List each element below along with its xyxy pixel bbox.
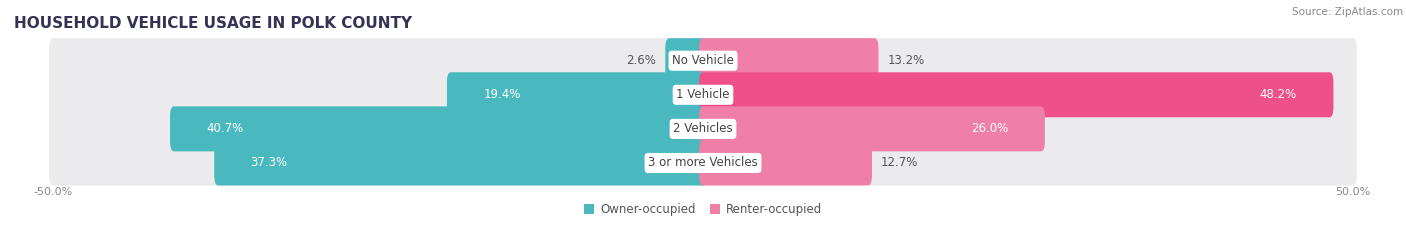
Text: 13.2%: 13.2%	[887, 54, 925, 67]
Text: 48.2%: 48.2%	[1260, 88, 1298, 101]
FancyBboxPatch shape	[214, 140, 707, 185]
FancyBboxPatch shape	[699, 106, 1045, 151]
Text: 3 or more Vehicles: 3 or more Vehicles	[648, 157, 758, 169]
Text: HOUSEHOLD VEHICLE USAGE IN POLK COUNTY: HOUSEHOLD VEHICLE USAGE IN POLK COUNTY	[14, 16, 412, 31]
FancyBboxPatch shape	[49, 140, 1357, 185]
Text: 12.7%: 12.7%	[882, 157, 918, 169]
Text: No Vehicle: No Vehicle	[672, 54, 734, 67]
FancyBboxPatch shape	[49, 72, 1357, 117]
Text: 37.3%: 37.3%	[250, 157, 288, 169]
Text: 2 Vehicles: 2 Vehicles	[673, 122, 733, 135]
Text: 2.6%: 2.6%	[626, 54, 657, 67]
Text: 40.7%: 40.7%	[207, 122, 243, 135]
FancyBboxPatch shape	[49, 38, 1357, 83]
Text: Source: ZipAtlas.com: Source: ZipAtlas.com	[1292, 7, 1403, 17]
FancyBboxPatch shape	[49, 106, 1357, 151]
Text: 19.4%: 19.4%	[484, 88, 520, 101]
FancyBboxPatch shape	[699, 72, 1333, 117]
Text: 1 Vehicle: 1 Vehicle	[676, 88, 730, 101]
Legend: Owner-occupied, Renter-occupied: Owner-occupied, Renter-occupied	[579, 198, 827, 221]
FancyBboxPatch shape	[699, 38, 879, 83]
FancyBboxPatch shape	[699, 140, 872, 185]
FancyBboxPatch shape	[665, 38, 707, 83]
FancyBboxPatch shape	[447, 72, 707, 117]
Text: 26.0%: 26.0%	[972, 122, 1008, 135]
FancyBboxPatch shape	[170, 106, 707, 151]
